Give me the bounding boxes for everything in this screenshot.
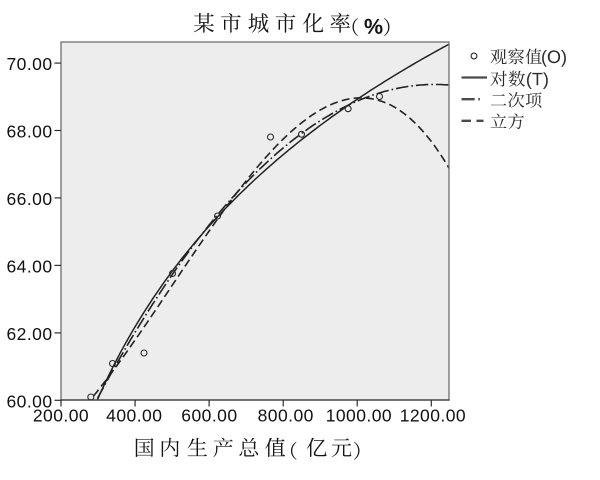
svg-text:62.00: 62.00 (6, 324, 52, 344)
svg-text:400.00: 400.00 (106, 406, 162, 426)
svg-text:1200.00: 1200.00 (400, 406, 466, 426)
svg-text:60.00: 60.00 (6, 391, 52, 411)
svg-text:64.00: 64.00 (6, 256, 52, 276)
svg-text:68.00: 68.00 (6, 122, 52, 142)
svg-text:66.00: 66.00 (6, 189, 52, 209)
svg-text:70.00: 70.00 (6, 54, 52, 74)
svg-text:1000.00: 1000.00 (326, 406, 392, 426)
svg-text:800.00: 800.00 (258, 406, 314, 426)
svg-text:600.00: 600.00 (181, 406, 237, 426)
svg-text:200.00: 200.00 (33, 406, 89, 426)
